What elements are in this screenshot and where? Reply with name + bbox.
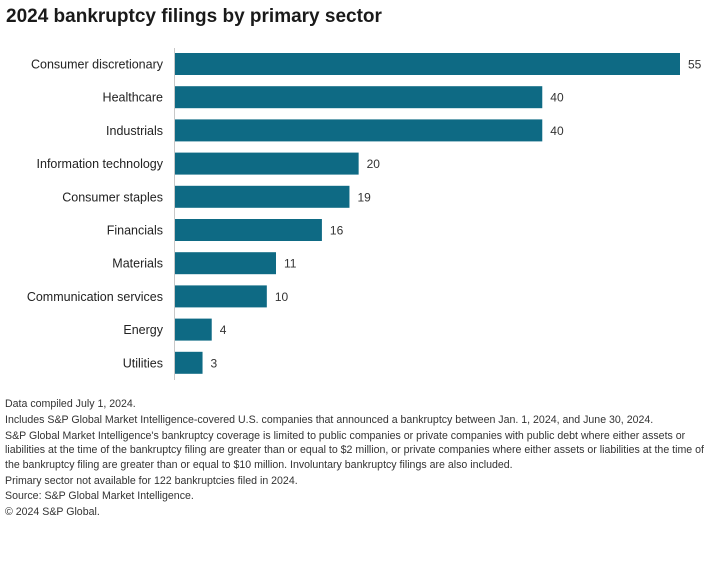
category-label: Consumer discretionary <box>31 58 164 72</box>
category-label: Healthcare <box>103 91 163 105</box>
bar <box>175 119 543 142</box>
data-label: 4 <box>220 323 227 337</box>
data-label: 3 <box>211 356 218 370</box>
data-label: 16 <box>330 224 344 238</box>
category-label: Utilities <box>123 356 163 370</box>
data-label: 40 <box>550 124 564 138</box>
chart-title: 2024 bankruptcy filings by primary secto… <box>6 6 382 27</box>
bar-chart: Consumer discretionary 55 Healthcare 40 Indu… <box>27 48 702 380</box>
bar <box>175 185 350 208</box>
data-label: 19 <box>357 190 371 204</box>
footnote-source: Source: S&P Global Market Intelligence. <box>5 490 194 503</box>
category-label: Communication services <box>27 290 163 304</box>
footnote-missing-sector: Primary sector not available for 122 ban… <box>5 474 298 487</box>
bar <box>175 86 543 109</box>
bar <box>175 152 359 175</box>
data-label: 55 <box>688 58 702 72</box>
category-label: Consumer staples <box>62 190 163 204</box>
bar <box>175 285 267 308</box>
bar <box>175 53 680 75</box>
category-label: Financials <box>107 224 163 238</box>
data-label: 10 <box>275 290 289 304</box>
footnotes: Data compiled July 1, 2024. Includes S&P… <box>5 397 717 521</box>
category-label: Energy <box>123 323 163 337</box>
data-label: 11 <box>284 257 297 271</box>
category-label: Materials <box>112 257 163 271</box>
category-label: Information technology <box>37 157 164 171</box>
data-label: 40 <box>550 91 564 105</box>
bar <box>175 351 203 374</box>
bar <box>175 318 212 341</box>
footnote-copyright: © 2024 S&P Global. <box>5 506 100 519</box>
category-label: Industrials <box>106 124 163 138</box>
footnote-scope: Includes S&P Global Market Intelligence-… <box>5 413 654 426</box>
bar <box>175 252 276 275</box>
data-label: 20 <box>367 157 381 171</box>
footnote-date: Data compiled July 1, 2024. <box>5 398 136 410</box>
footnote-coverage: S&P Global Market Intelligence's bankrup… <box>5 429 704 471</box>
bar <box>175 219 322 241</box>
